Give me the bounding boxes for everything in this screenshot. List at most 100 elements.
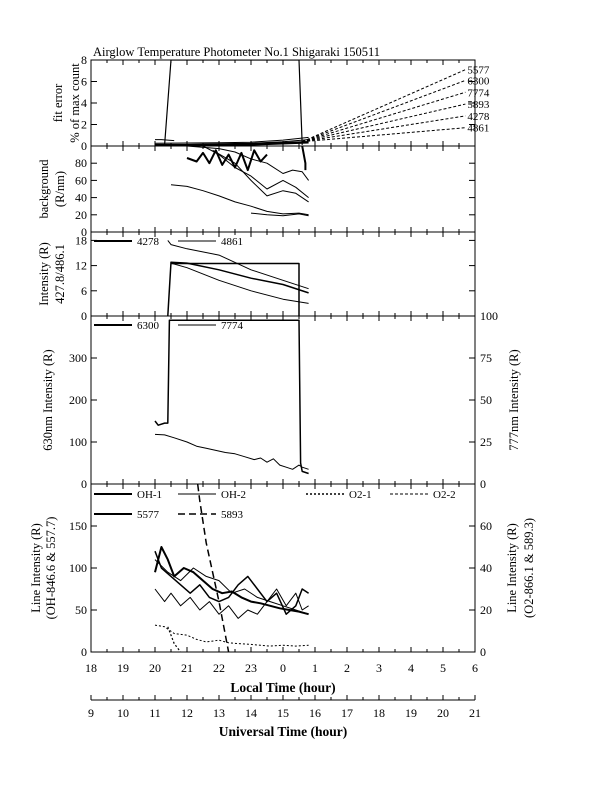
y-tick-label: 20 bbox=[75, 208, 87, 222]
local-time-tick-label: 23 bbox=[245, 661, 257, 675]
series-group bbox=[154, 60, 309, 146]
y2-tick-label: 20 bbox=[480, 603, 492, 617]
series-line bbox=[164, 60, 303, 145]
y-tick-label: 8 bbox=[81, 53, 87, 67]
panel-red: 0 100 200 300 0 25 50 75 100 777nm Intensity (R) 6… bbox=[41, 309, 521, 491]
series-line bbox=[154, 546, 309, 616]
series-line bbox=[170, 184, 309, 216]
local-time-tick-label: 5 bbox=[440, 661, 446, 675]
y2-axis-title: Line Intensity (R) bbox=[505, 523, 519, 613]
series-line bbox=[155, 139, 309, 145]
extrapolation-line bbox=[302, 127, 466, 143]
series-line bbox=[154, 624, 309, 647]
y2-tick-label: 0 bbox=[480, 477, 486, 491]
chart-title: Airglow Temperature Photometer No.1 Shig… bbox=[93, 45, 380, 59]
legend-label: 7774 bbox=[221, 320, 244, 332]
y-tick-label: 80 bbox=[75, 156, 87, 170]
y-tick-label: 150 bbox=[69, 519, 87, 533]
y2-tick-label: 100 bbox=[480, 309, 498, 323]
extrapolation-label: 5577 bbox=[467, 65, 490, 77]
y-axis-title: (R/nm) bbox=[53, 171, 67, 207]
y-axis-title: 630nm Intensity (R) bbox=[41, 349, 55, 450]
series-line bbox=[154, 588, 309, 619]
series-group bbox=[154, 319, 309, 475]
universal-time-axis: 9 10 11 12 13 14 15 16 17 18 19 20 21 bbox=[88, 695, 481, 720]
ut-tick-label: 12 bbox=[181, 706, 193, 720]
local-time-tick-label: 20 bbox=[149, 661, 161, 675]
y2-tick-label: 50 bbox=[480, 393, 492, 407]
series-line bbox=[154, 433, 309, 470]
local-time-tick-label: 3 bbox=[376, 661, 382, 675]
local-time-tick-label: 4 bbox=[408, 661, 414, 675]
y-tick-label: 0 bbox=[81, 477, 87, 491]
y-axis-title: Line Intensity (R) bbox=[29, 523, 43, 613]
legend-label: 5893 bbox=[221, 509, 244, 521]
y2-tick-label: 0 bbox=[480, 645, 486, 659]
panel-frame bbox=[90, 145, 476, 233]
y-tick-label: 18 bbox=[75, 233, 87, 247]
series-line bbox=[202, 146, 309, 198]
panel-fit: 0 2 4 6 8 fit error% of max count 557763007774… bbox=[51, 53, 490, 153]
y-tick-label: 12 bbox=[75, 259, 87, 273]
panel-frame bbox=[90, 59, 476, 147]
y-tick-label: 300 bbox=[69, 351, 87, 365]
extrapolation-line bbox=[302, 103, 466, 143]
y2-axis-title: (O2-866.1 & 589.3) bbox=[522, 518, 536, 618]
extrapolation-line bbox=[302, 91, 466, 143]
ut-tick-label: 19 bbox=[405, 706, 417, 720]
extrapolation-label: 4861 bbox=[467, 123, 489, 135]
y-tick-label: 6 bbox=[81, 75, 87, 89]
local-time-tick-label: 2 bbox=[344, 661, 350, 675]
legend-label: OH-1 bbox=[137, 489, 162, 501]
y-tick-label: 100 bbox=[69, 435, 87, 449]
y-tick-label: 0 bbox=[81, 645, 87, 659]
y-tick-label: 50 bbox=[75, 603, 87, 617]
series-line bbox=[167, 261, 309, 316]
series-line bbox=[186, 149, 268, 172]
legend-label: OH-2 bbox=[221, 489, 246, 501]
local-time-tick-label: 22 bbox=[213, 661, 225, 675]
series-line bbox=[154, 559, 309, 615]
local-time-tick-label: 0 bbox=[280, 661, 286, 675]
y2-tick-label: 40 bbox=[480, 561, 492, 575]
local-time-tick-label: 21 bbox=[181, 661, 193, 675]
y-tick-label: 200 bbox=[69, 393, 87, 407]
series-line bbox=[212, 149, 309, 203]
series-line bbox=[154, 136, 309, 144]
extrapolation-label: 6300 bbox=[467, 75, 490, 87]
ut-tick-label: 17 bbox=[341, 706, 353, 720]
ut-tick-label: 11 bbox=[149, 706, 161, 720]
series-line bbox=[155, 139, 175, 142]
legend-label: O2-2 bbox=[433, 489, 456, 501]
series-line bbox=[167, 626, 182, 652]
y-tick-label: 40 bbox=[75, 191, 87, 205]
y2-tick-label: 25 bbox=[480, 435, 492, 449]
local-time-tick-label: 6 bbox=[472, 661, 478, 675]
panel-blue: 0 6 12 18 Intensity (R) 427.8/486.1 4278 4861 bbox=[37, 231, 476, 323]
y-axis-title: background bbox=[37, 159, 51, 219]
ut-tick-label: 18 bbox=[373, 706, 385, 720]
extrapolation-label: 7774 bbox=[467, 87, 490, 99]
y-tick-label: 100 bbox=[69, 561, 87, 575]
ut-tick-label: 20 bbox=[437, 706, 449, 720]
y-axis-title: Intensity (R) bbox=[37, 242, 51, 306]
y-axis-title: % of max count bbox=[68, 63, 82, 143]
ut-tick-label: 9 bbox=[88, 706, 94, 720]
y-tick-label: 4 bbox=[81, 96, 87, 110]
y2-tick-label: 60 bbox=[480, 519, 492, 533]
local-time-tick-label: 18 bbox=[85, 661, 97, 675]
extrapolation-line bbox=[302, 115, 466, 143]
ut-tick-label: 13 bbox=[213, 706, 225, 720]
legend-label: 4278 bbox=[137, 236, 160, 248]
y-tick-label: 2 bbox=[81, 118, 87, 132]
extrapolation-label: 4278 bbox=[467, 111, 490, 123]
series-line bbox=[196, 484, 230, 652]
series-line bbox=[170, 262, 309, 304]
series-group bbox=[154, 484, 310, 652]
y-axis-title: 427.8/486.1 bbox=[53, 244, 67, 304]
y-tick-label: 60 bbox=[75, 173, 87, 187]
y-tick-label: 0 bbox=[81, 225, 87, 239]
local-time-tick-label: 1 bbox=[312, 661, 318, 675]
